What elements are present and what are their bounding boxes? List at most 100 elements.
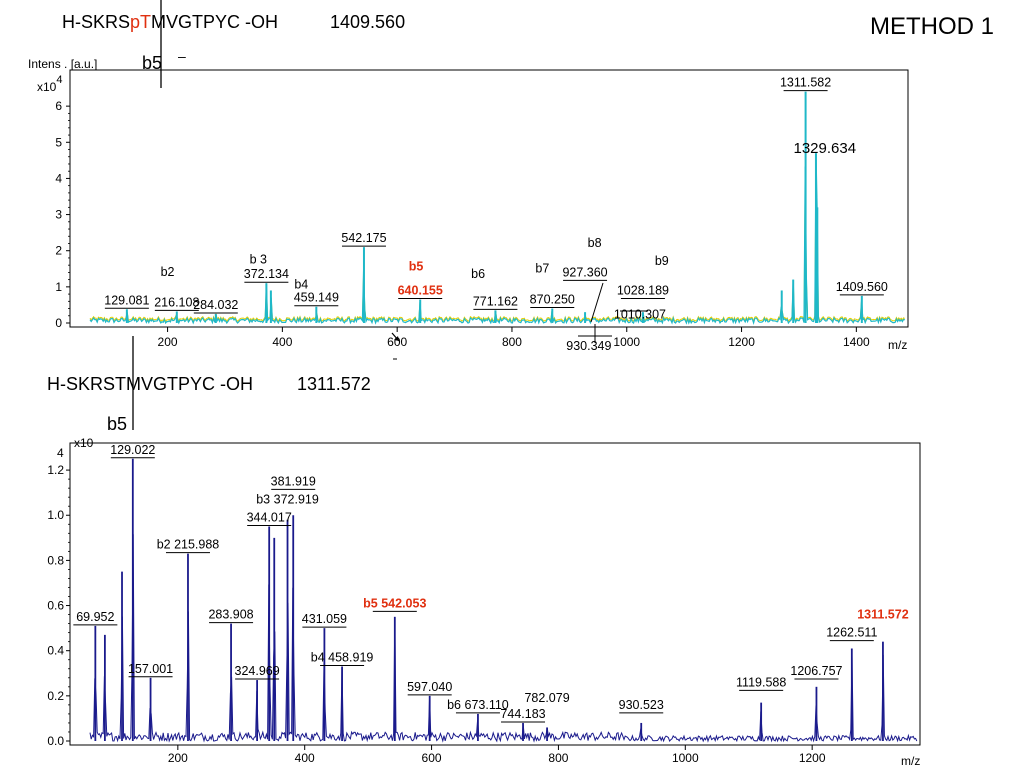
x-tick-label: 1000 <box>672 751 699 765</box>
peak-label: 1311.572 <box>857 608 908 622</box>
top-spectrum-chart: 0 1 2 3 4 5 6 200 400 600 800 1000 1200 1400 m/z 129.08… <box>55 69 909 353</box>
peak-label: b5 542.053 <box>363 596 426 610</box>
ion-label: b6 <box>471 267 485 281</box>
ion-label: b8 <box>588 236 602 250</box>
y-tick-label: 3 <box>55 208 62 222</box>
peak-label: 431.059 <box>302 612 347 626</box>
peak-label: 870.250 <box>530 293 575 307</box>
peak-label: 372.134 <box>244 267 289 281</box>
top-y-axis-title: Intens . [a.u.] <box>28 57 98 71</box>
top-sequence-suffix: MVGTPYC -OH <box>151 12 279 32</box>
top-arrow-head <box>394 336 399 341</box>
ion-label: b5 <box>409 260 424 274</box>
bottom-y-scale-exponent: 4 <box>57 446 64 460</box>
ion-label: b2 <box>161 265 175 279</box>
peak-label: 129.022 <box>110 443 155 457</box>
spectrum-trace <box>89 534 918 743</box>
y-tick-label: 1 <box>55 280 62 294</box>
bottom-sequence-label: H-SKRSTMVGTPYC -OH <box>47 374 254 394</box>
y-tick-label: 0.4 <box>47 644 64 658</box>
x-axis-label: m/z <box>901 754 920 768</box>
peak-label: 283.908 <box>208 608 253 622</box>
peak-label: b4 458.919 <box>311 651 374 665</box>
peak-label: 324.969 <box>235 664 280 678</box>
top-precursor-mass: 1409.560 <box>330 12 406 32</box>
top-sequence-prefix: H-SKRS <box>62 12 131 32</box>
y-tick-label: 2 <box>55 244 62 258</box>
peak-label-extra: 1010.307 <box>614 308 666 322</box>
peak-label: 216.108 <box>154 295 199 309</box>
top-sequence-label: H-SKRSpTMVGTPYC -OH <box>62 12 278 33</box>
ion-label: b 3 <box>250 252 267 266</box>
x-axis-label: m/z <box>888 338 907 352</box>
peak-label: 1409.560 <box>836 280 888 294</box>
peak-label: 157.001 <box>128 662 173 676</box>
y-tick-label: 1.0 <box>47 508 64 522</box>
spectrum-trace-secondary <box>89 169 906 323</box>
peak-label: 640.155 <box>398 284 443 298</box>
y-tick-label: 1.2 <box>47 463 64 477</box>
y-tick-label: 0.6 <box>47 599 64 613</box>
x-tick-label: 1200 <box>728 335 755 349</box>
top-y-scale-label: x10 <box>37 80 57 94</box>
x-tick-label: 200 <box>158 335 178 349</box>
x-tick-label: 800 <box>548 751 568 765</box>
y-tick-label: 0 <box>55 316 62 330</box>
top-y-scale: x104 <box>37 74 63 94</box>
x-tick-label: 600 <box>422 751 442 765</box>
x-tick-label: 800 <box>502 335 522 349</box>
bottom-precursor-mass: 1311.572 <box>297 374 371 394</box>
ion-label: b7 <box>535 261 549 275</box>
ion-label: b4 <box>294 278 308 292</box>
peak-label: 459.149 <box>294 291 339 305</box>
y-tick-label: 0.2 <box>47 689 64 703</box>
method-title: METHOD 1 <box>870 13 995 40</box>
peak-label: 930.523 <box>619 698 664 712</box>
x-tick-label: 1400 <box>843 335 870 349</box>
peak-label: 69.952 <box>76 610 114 624</box>
ion-label: b9 <box>655 254 669 268</box>
peak-label: 744.183 <box>500 707 545 721</box>
plot-frame <box>69 69 909 328</box>
bottom-b5-marker: b5 <box>107 414 128 434</box>
top-sequence-modification: pT <box>130 12 152 32</box>
peak-label: 381.919 <box>271 474 316 488</box>
x-tick-label: 1200 <box>799 751 826 765</box>
b8-connector <box>590 282 604 323</box>
peak-label: 1311.582 <box>780 76 831 90</box>
x-tick-label: 1000 <box>613 335 640 349</box>
peak-label: 597.040 <box>407 680 452 694</box>
peak-label-extra: 1329.634 <box>793 140 856 157</box>
peak-label: 771.162 <box>473 294 518 308</box>
y-tick-label: 0.8 <box>47 553 64 567</box>
peak-label: b3 372.919 <box>256 492 319 506</box>
peak-label: 1206.757 <box>790 664 842 678</box>
peak-label-extra: 930.349 <box>566 339 611 353</box>
bottom-spectrum-chart: 0.0 0.2 0.4 0.6 0.8 1.0 1.2 200 400 600 800 1000 120… <box>47 442 921 768</box>
y-tick-label: 5 <box>55 135 62 149</box>
peak-label: 782.079 <box>524 691 569 705</box>
peak-label: 927.360 <box>562 265 607 279</box>
y-tick-label: 0.0 <box>47 734 64 748</box>
peak-label: 1119.588 <box>736 675 786 689</box>
peak-label: 284.032 <box>193 298 238 312</box>
peak-label: 129.081 <box>104 293 149 307</box>
x-tick-label: 400 <box>295 751 315 765</box>
peak-label: 542.175 <box>341 231 386 245</box>
y-tick-label: 6 <box>55 99 62 113</box>
x-tick-label: 400 <box>272 335 292 349</box>
peak-label: 1028.189 <box>617 284 669 298</box>
top-dash-marker: – <box>178 48 186 64</box>
x-tick-label: 200 <box>168 751 188 765</box>
y-tick-label: 4 <box>55 171 62 185</box>
x-tick-label: 600 <box>387 335 407 349</box>
spectrum-trace <box>89 153 906 325</box>
peak-label: b6 673.110 <box>447 698 509 712</box>
plot-frame <box>69 442 921 746</box>
peak-label: 344.017 <box>247 511 292 525</box>
peak-label: b2 215.988 <box>157 538 220 552</box>
top-b5-marker: b5 <box>142 53 163 73</box>
peak-label: 1262.511 <box>826 626 877 640</box>
top-y-scale-exponent: 4 <box>56 74 63 86</box>
